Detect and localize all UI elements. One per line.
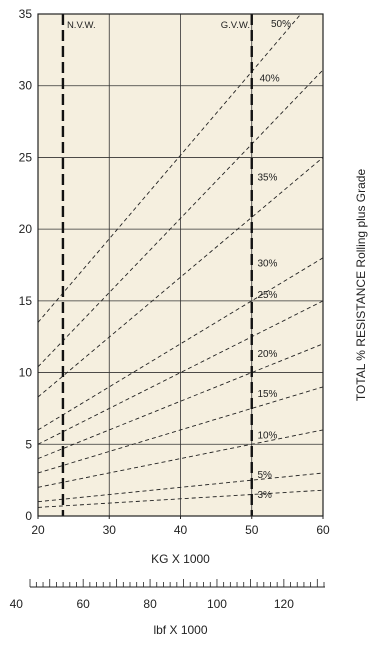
x-tick-label: 30 <box>103 523 117 537</box>
marker-label: N.V.W. <box>67 20 96 31</box>
x-tick-label: 40 <box>174 523 188 537</box>
series-label: 10% <box>257 431 277 442</box>
marker-label: G.V.W. <box>221 20 250 31</box>
series-label: 15% <box>257 389 277 400</box>
series-line <box>38 489 323 508</box>
series-label: 50% <box>271 19 291 30</box>
secondary-tick-label: 80 <box>143 597 157 611</box>
secondary-tick-label: 40 <box>10 597 24 611</box>
y-tick-label: 0 <box>25 509 32 523</box>
y-tick-label: 10 <box>19 366 33 380</box>
y-tick-label: 30 <box>19 79 33 93</box>
series-label: 20% <box>257 349 277 360</box>
grid <box>37 13 324 517</box>
series-line <box>38 343 323 460</box>
y-tick-label: 25 <box>19 150 33 164</box>
series-label: 35% <box>257 172 277 183</box>
series-label: 5% <box>257 470 272 481</box>
series-line <box>38 157 323 398</box>
series-label: 3% <box>257 490 272 501</box>
series-line <box>38 386 323 474</box>
secondary-axis-title: lbf X 1000 <box>153 623 207 637</box>
y-tick-label: 35 <box>19 7 33 21</box>
x-tick-label: 20 <box>31 523 45 537</box>
secondary-tick-label: 100 <box>207 597 227 611</box>
series-lines: 3% 5% 10% 15% 20% 25% 30% 35% 40% 50% <box>38 14 323 508</box>
x-tick-label: 50 <box>245 523 259 537</box>
x-tick-label: 60 <box>316 523 330 537</box>
series-label: 40% <box>260 73 280 84</box>
axis-ticks: 20 30 40 50 60 0 5 10 15 20 25 30 35 <box>19 7 330 537</box>
y-tick-label: 15 <box>19 294 33 308</box>
series-line <box>38 14 302 323</box>
right-axis-title: TOTAL % RESISTANCE Rolling plus Grade <box>354 169 368 402</box>
series-line <box>38 69 323 368</box>
y-tick-label: 5 <box>25 437 32 451</box>
secondary-tick-label: 60 <box>77 597 91 611</box>
x-axis-title: KG X 1000 <box>151 552 210 566</box>
series-line <box>38 472 323 503</box>
secondary-tick-label: 120 <box>274 597 294 611</box>
vehicle-weight-markers: N.V.W. G.V.W. <box>61 14 253 516</box>
series-label: 30% <box>257 258 277 269</box>
y-tick-label: 20 <box>19 222 33 236</box>
series-label: 25% <box>257 290 277 301</box>
secondary-lbf-axis: 40 60 80 100 120 <box>10 579 325 611</box>
